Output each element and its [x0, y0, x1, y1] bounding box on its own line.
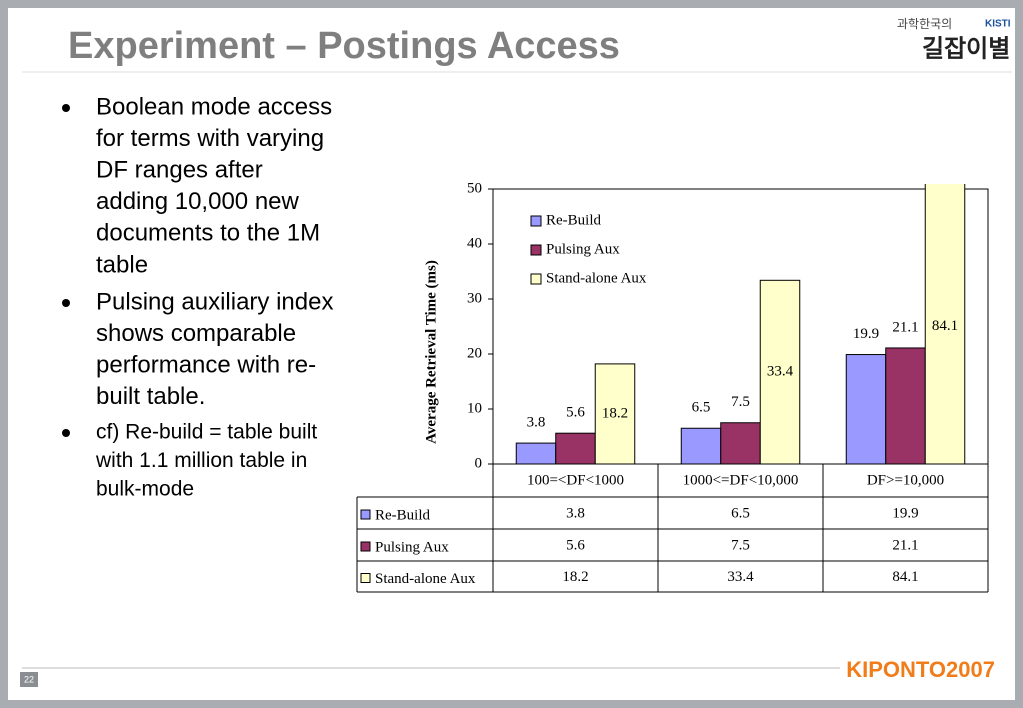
bar — [515, 442, 557, 464]
table-series-name: Re-Build — [375, 507, 430, 523]
y-tick-label: 30 — [467, 290, 482, 306]
table-value: 18.2 — [562, 569, 588, 585]
table-value: 19.9 — [892, 505, 918, 521]
table-swatch — [360, 509, 371, 520]
data-label: 84.1 — [932, 318, 958, 334]
table-value: 33.4 — [727, 569, 754, 585]
data-label: 5.6 — [566, 405, 585, 421]
bar — [885, 347, 926, 464]
bar — [759, 279, 801, 464]
bullet-dot — [62, 429, 70, 437]
bar — [845, 354, 887, 464]
bullet-text: cf) Re-build = table built — [96, 421, 317, 444]
data-label: 33.4 — [767, 364, 794, 380]
table-series-name: Stand-alone Aux — [375, 571, 476, 587]
slide-bg — [8, 8, 1015, 700]
data-label: 21.1 — [892, 319, 918, 335]
table-swatch — [360, 541, 371, 552]
bar — [924, 184, 966, 464]
x-tick-label: DF>=10,000 — [867, 472, 944, 488]
x-tick-label: 1000<=DF<10,000 — [683, 472, 799, 488]
bullet-dot — [62, 299, 70, 307]
bar — [594, 363, 636, 464]
bullet-text: Pulsing auxiliary index — [96, 288, 333, 315]
table-value: 7.5 — [731, 537, 750, 553]
bar — [555, 432, 596, 464]
legend-swatch — [530, 273, 542, 285]
table-value: 84.1 — [892, 569, 918, 585]
data-label: 19.9 — [853, 326, 879, 342]
legend-label: Pulsing Aux — [546, 241, 620, 257]
footer-logo: KIPONTO2007 — [846, 657, 995, 682]
logo-kisti: KISTI — [985, 19, 1011, 30]
x-tick-label: 100=<DF<1000 — [527, 472, 624, 488]
logo-top: 과학한국의 — [897, 17, 952, 31]
bar — [680, 427, 722, 464]
bullet-text: with 1.1 million table in — [95, 449, 307, 472]
bullet-text: adding 10,000 new — [96, 188, 300, 215]
y-axis-label: Average Retrieval Time (ms) — [423, 260, 439, 444]
bullet-text: performance with re- — [96, 352, 316, 379]
y-tick-label: 50 — [467, 180, 482, 196]
y-tick-label: 20 — [467, 345, 482, 361]
bullet-text: documents to the 1M — [96, 220, 320, 247]
legend-swatch — [530, 244, 542, 256]
logo-main: 길잡이별 — [922, 35, 1010, 62]
legend-box — [525, 205, 675, 293]
bar — [720, 422, 761, 464]
bullet-text: shows comparable — [96, 320, 296, 347]
table-value: 5.6 — [566, 537, 585, 553]
page-number: 22 — [24, 674, 34, 684]
table-value: 21.1 — [892, 537, 918, 553]
plot-clip — [515, 184, 966, 464]
bullet-text: Boolean mode access — [96, 93, 332, 120]
bullet-dot — [62, 104, 70, 112]
table-value: 6.5 — [731, 505, 750, 521]
bullet-text: for terms with varying — [96, 125, 324, 152]
bullet-text: table — [96, 251, 148, 278]
table-swatch — [360, 573, 371, 583]
bullet-text: bulk-mode — [96, 478, 194, 501]
bullet-text: built table. — [96, 383, 205, 410]
table-series-name: Pulsing Aux — [375, 539, 449, 555]
bullet-text: DF ranges after — [96, 157, 263, 184]
y-tick-label: 0 — [475, 455, 483, 471]
legend-label: Re-Build — [546, 212, 601, 228]
data-label: 7.5 — [731, 394, 750, 410]
data-label: 6.5 — [692, 400, 711, 416]
page-number-box — [20, 672, 38, 687]
table-value: 3.8 — [566, 505, 585, 521]
legend-label: Stand-alone Aux — [546, 270, 647, 286]
legend-swatch — [530, 215, 542, 227]
y-tick-label: 40 — [467, 235, 482, 251]
data-label: 18.2 — [602, 405, 628, 421]
y-tick-label: 10 — [467, 400, 482, 416]
data-label: 3.8 — [527, 415, 546, 431]
slide-title: Experiment – Postings Access — [68, 25, 620, 67]
